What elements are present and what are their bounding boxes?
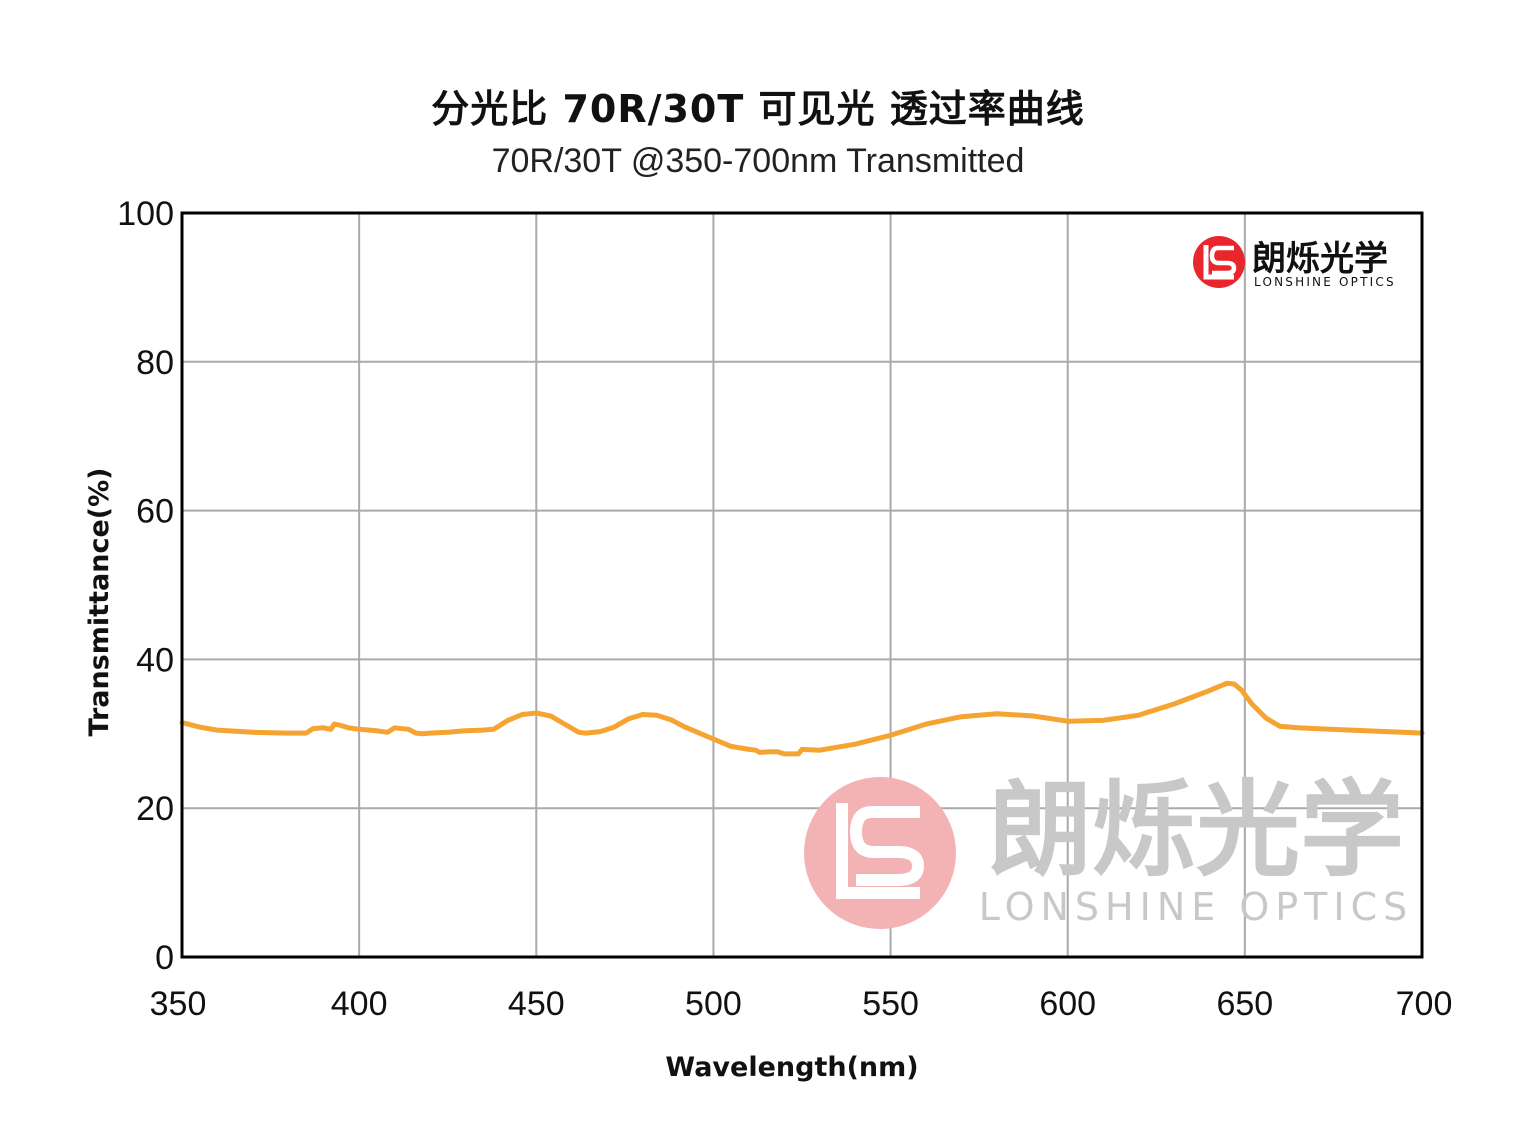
y-tick-label: 0 [155, 939, 174, 977]
plot-frame [180, 211, 1424, 959]
y-tick-label: 80 [136, 344, 174, 382]
x-tick-labels: 350 400 450 500 550 600 650 700 [150, 985, 1453, 1023]
x-tick-label: 700 [1396, 985, 1453, 1023]
watermark-en-text: LONSHINE OPTICS [979, 885, 1413, 929]
watermark-s-mark [849, 806, 925, 886]
y-tick-label: 100 [117, 195, 174, 233]
x-tick-label: 650 [1216, 985, 1273, 1023]
x-tick-label: 450 [508, 985, 565, 1023]
chart-title: 分光比 70R/30T 可见光 透过率曲线 [431, 87, 1085, 131]
watermark: 朗烁光学 LONSHINE OPTICS [804, 769, 1413, 929]
x-tick-label: 550 [862, 985, 919, 1023]
y-tick-label: 60 [136, 493, 174, 531]
logo-s-mark [1209, 245, 1237, 276]
x-tick-label: 400 [331, 985, 388, 1023]
x-tick-label: 350 [150, 985, 207, 1023]
y-axis-title: Transmittance(%) [84, 468, 115, 737]
chart-subtitle: 70R/30T @350-700nm Transmitted [491, 142, 1025, 180]
brand-logo: 朗烁光学 LONSHINE OPTICS [1193, 236, 1396, 289]
watermark-l-mark [836, 803, 920, 899]
logo-en-text: LONSHINE OPTICS [1254, 275, 1396, 289]
watermark-cn-text: 朗烁光学 [988, 769, 1404, 891]
y-tick-label: 20 [136, 790, 174, 828]
x-axis-title: Wavelength(nm) [665, 1052, 918, 1083]
logo-cn-text: 朗烁光学 [1252, 239, 1388, 279]
y-tick-labels: 0 20 40 60 80 100 [117, 195, 174, 977]
x-tick-label: 500 [685, 985, 742, 1023]
logo-l-mark [1203, 245, 1234, 280]
y-tick-label: 40 [136, 641, 174, 679]
transmittance-curve [179, 680, 1425, 757]
x-tick-label: 600 [1039, 985, 1096, 1023]
